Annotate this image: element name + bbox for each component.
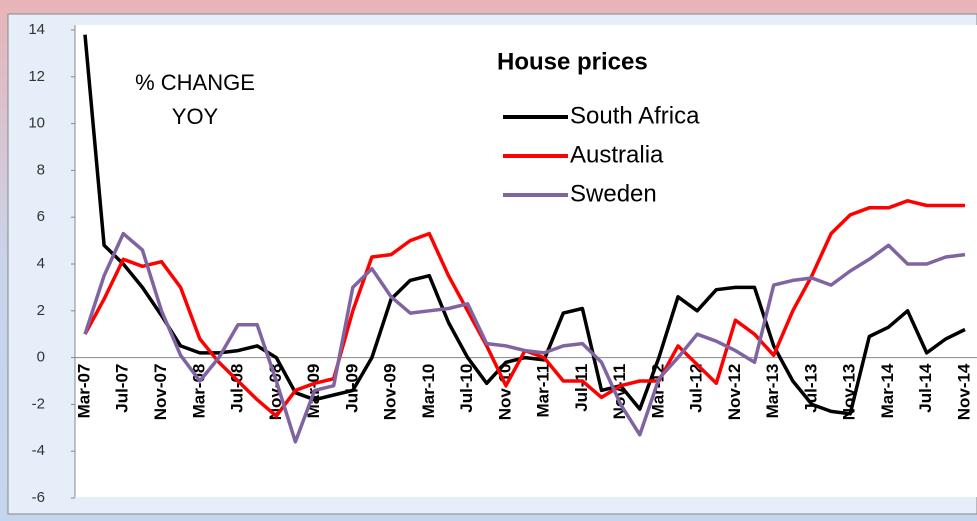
y-tick-label: -2 — [32, 395, 45, 412]
x-tick-label: Mar-11 — [534, 364, 553, 418]
x-tick-label: Jul-12 — [687, 364, 706, 413]
y-tick-label: 10 — [28, 115, 45, 132]
legend-label: Sweden — [570, 180, 657, 207]
y-tick-label: 2 — [37, 302, 45, 319]
annotation: % CHANGE — [135, 70, 255, 95]
x-tick-label: Nov-08 — [266, 364, 285, 421]
x-tick-label: Jul-10 — [457, 364, 476, 413]
chart-title: House prices — [497, 48, 648, 75]
x-tick-label: Jul-13 — [801, 364, 820, 413]
y-tick-label: 0 — [37, 349, 45, 366]
x-tick-label: Jul-07 — [113, 364, 132, 413]
x-tick-label: Nov-14 — [954, 363, 973, 420]
x-tick-label: Jul-09 — [342, 364, 361, 413]
series-line — [83, 34, 966, 416]
x-tick-label: Nov-13 — [840, 364, 859, 421]
x-tick-label: Jul-14 — [916, 363, 935, 413]
y-tick-label: 14 — [28, 21, 45, 38]
x-tick-label: Jul-11 — [572, 364, 591, 412]
plot-area — [75, 25, 977, 497]
y-tick-label: 6 — [37, 208, 45, 225]
legend-label: South Africa — [570, 102, 700, 129]
x-tick-label: Mar-10 — [419, 364, 438, 419]
annotation: YOY — [172, 104, 219, 129]
x-tick-label: Nov-09 — [381, 364, 400, 421]
x-tick-label: Mar-13 — [763, 364, 782, 419]
x-tick-label: Mar-14 — [878, 363, 897, 418]
y-tick-label: -6 — [32, 489, 45, 506]
y-tick-label: -4 — [32, 442, 45, 459]
x-tick-label: Nov-11 — [610, 364, 629, 420]
x-tick-label: Nov-12 — [725, 364, 744, 421]
y-tick-label: 12 — [28, 68, 45, 85]
x-tick-label: Mar-07 — [74, 364, 93, 419]
y-tick-label: 8 — [37, 161, 45, 178]
y-tick-label: 4 — [37, 255, 45, 272]
series-line — [83, 231, 966, 444]
x-tick-label: Nov-07 — [151, 364, 170, 421]
legend-label: Australia — [570, 141, 664, 168]
